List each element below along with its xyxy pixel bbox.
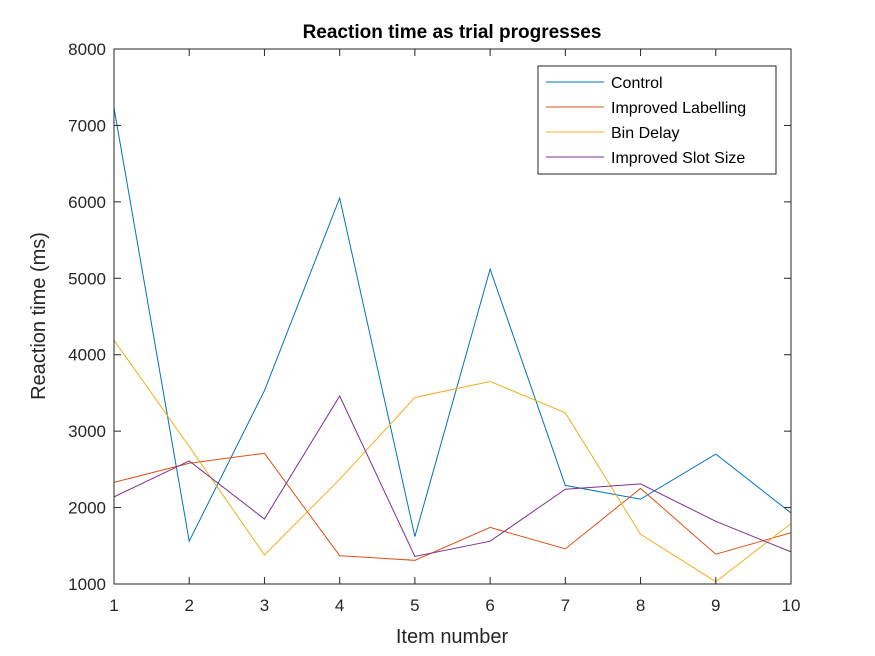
series-line-1 xyxy=(113,107,792,543)
x-tick-label: 5 xyxy=(410,596,419,615)
series-line-3 xyxy=(113,339,792,583)
y-tick-label: 1000 xyxy=(68,575,106,594)
y-tick-label: 3000 xyxy=(68,422,106,441)
y-tick-label: 2000 xyxy=(68,499,106,518)
y-tick-label: 7000 xyxy=(68,116,106,135)
series-line-4 xyxy=(113,394,792,558)
axes-box xyxy=(113,48,792,585)
x-tick-label: 1 xyxy=(109,596,118,615)
legend: Control Improved Labelling Bin Delay Improv… xyxy=(537,65,777,175)
legend-label: Control xyxy=(611,75,663,92)
y-tick-label: 6000 xyxy=(68,193,106,212)
x-axis-title: Item number xyxy=(396,626,509,648)
y-tick-label: 5000 xyxy=(68,269,106,288)
legend-box xyxy=(537,65,777,175)
x-tick-label: 3 xyxy=(260,596,269,615)
legend-label: Bin Delay xyxy=(611,125,679,142)
x-tick-label: 9 xyxy=(711,596,720,615)
x-tick-label: 2 xyxy=(184,596,193,615)
x-tick-label: 10 xyxy=(782,596,801,615)
y-tick-label: 8000 xyxy=(68,40,106,59)
x-tick-label: 7 xyxy=(561,596,570,615)
axes-layer xyxy=(113,48,792,585)
x-tick-label: 8 xyxy=(636,596,645,615)
chart-title: Reaction time as trial progresses xyxy=(303,22,602,43)
y-axis-title: Reaction time (ms) xyxy=(28,232,50,400)
legend-label: Improved Labelling xyxy=(611,100,746,117)
legend-label: Improved Slot Size xyxy=(611,150,745,167)
series-layer xyxy=(113,107,792,583)
series-line-2 xyxy=(113,452,792,561)
x-tick-label: 4 xyxy=(335,596,344,615)
ticks-layer: 1 2 3 4 5 6 7 8 9 10 1000 2000 3000 4000 5000 6000 7000 8… xyxy=(68,40,800,615)
y-tick-label: 4000 xyxy=(68,346,106,365)
x-tick-label: 6 xyxy=(485,596,494,615)
